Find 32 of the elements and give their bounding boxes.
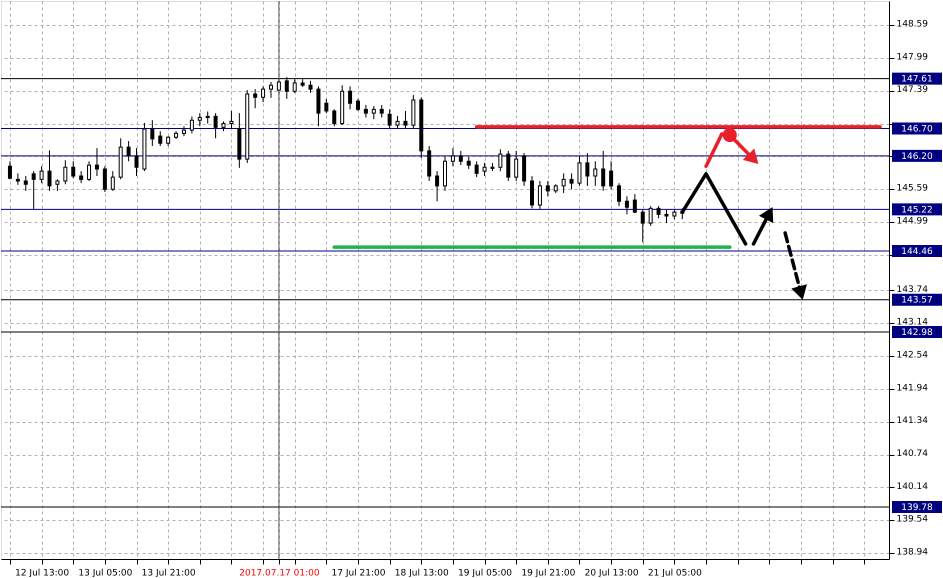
x-tick-label: 13 Jul 21:00: [142, 568, 196, 578]
x-tick-label: 12 Jul 13:00: [15, 568, 70, 578]
y-tick-label: 140.74: [896, 449, 928, 460]
y-tick-label: 140.14: [896, 482, 928, 492]
x-tick-label: 19 Jul 21:00: [521, 568, 576, 578]
y-tick-label: 139.54: [896, 514, 928, 525]
x-tick-label: 19 Jul 05:00: [458, 568, 512, 578]
y-tick-label: 141.34: [896, 416, 928, 426]
y-tick-label: 147.99: [896, 52, 928, 62]
ref-line-label: 145.22: [901, 205, 933, 216]
ref-line-label: 143.57: [901, 296, 933, 306]
x-tick-label: 2017.07.17 01:00: [239, 568, 320, 578]
x-tick-label: 13 Jul 05:00: [78, 568, 133, 578]
y-tick-label: 147.39: [896, 85, 928, 96]
x-tick-label: 21 Jul 05:00: [648, 568, 702, 578]
ref-line-label: 146.20: [901, 152, 934, 162]
x-tick-label: 18 Jul 13:00: [394, 568, 450, 578]
y-tick-label: 148.59: [896, 20, 928, 30]
ref-line-label: 139.78: [901, 503, 934, 514]
y-tick-label: 144.99: [896, 216, 928, 227]
ref-line-label: 146.70: [901, 124, 934, 134]
y-tick-label: 143.14: [896, 318, 928, 328]
x-tick-label: 20 Jul 13:00: [584, 568, 639, 578]
y-tick-label: 141.94: [896, 383, 928, 394]
x-tick-label: 17 Jul 21:00: [332, 568, 386, 578]
y-tick-label: 143.74: [896, 284, 928, 295]
ref-line-label: 144.46: [901, 247, 934, 258]
ref-line-label: 142.98: [901, 328, 934, 338]
y-tick-label: 145.59: [896, 184, 928, 194]
y-tick-label: 138.94: [896, 547, 928, 558]
y-tick-label: 142.54: [896, 350, 928, 361]
ref-line-label: 147.61: [901, 74, 933, 85]
